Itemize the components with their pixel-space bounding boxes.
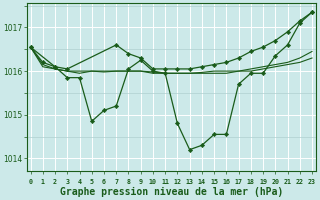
- X-axis label: Graphe pression niveau de la mer (hPa): Graphe pression niveau de la mer (hPa): [60, 186, 283, 197]
